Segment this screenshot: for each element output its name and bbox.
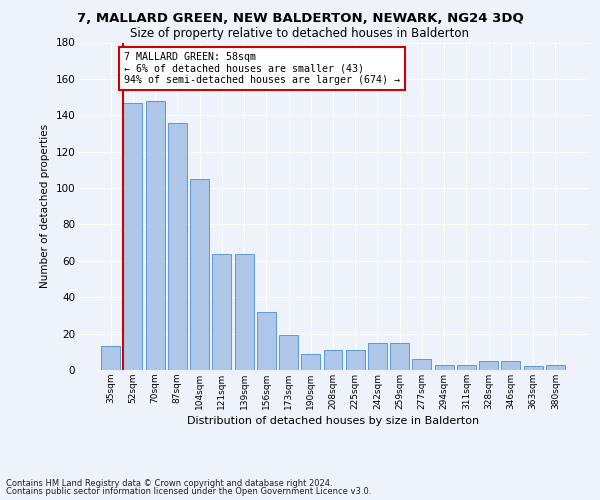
Bar [124,102,142,370]
Bar [479,361,498,370]
Bar [457,364,476,370]
Bar [190,179,209,370]
Bar [435,364,454,370]
Bar [101,346,120,370]
Bar [168,122,187,370]
Bar [346,350,365,370]
Bar [212,254,231,370]
Bar [502,361,520,370]
Bar [524,366,542,370]
Text: 7, MALLARD GREEN, NEW BALDERTON, NEWARK, NG24 3DQ: 7, MALLARD GREEN, NEW BALDERTON, NEWARK,… [77,12,523,26]
Bar [257,312,276,370]
Text: 7 MALLARD GREEN: 58sqm
← 6% of detached houses are smaller (43)
94% of semi-deta: 7 MALLARD GREEN: 58sqm ← 6% of detached … [124,52,400,85]
Bar [146,100,164,370]
Bar [412,359,431,370]
Bar [279,336,298,370]
Text: Contains HM Land Registry data © Crown copyright and database right 2024.: Contains HM Land Registry data © Crown c… [6,478,332,488]
Bar [368,342,387,370]
Bar [235,254,254,370]
X-axis label: Distribution of detached houses by size in Balderton: Distribution of detached houses by size … [187,416,479,426]
Bar [390,342,409,370]
Bar [546,364,565,370]
Text: Size of property relative to detached houses in Balderton: Size of property relative to detached ho… [131,28,470,40]
Text: Contains public sector information licensed under the Open Government Licence v3: Contains public sector information licen… [6,487,371,496]
Y-axis label: Number of detached properties: Number of detached properties [40,124,50,288]
Bar [301,354,320,370]
Bar [323,350,343,370]
